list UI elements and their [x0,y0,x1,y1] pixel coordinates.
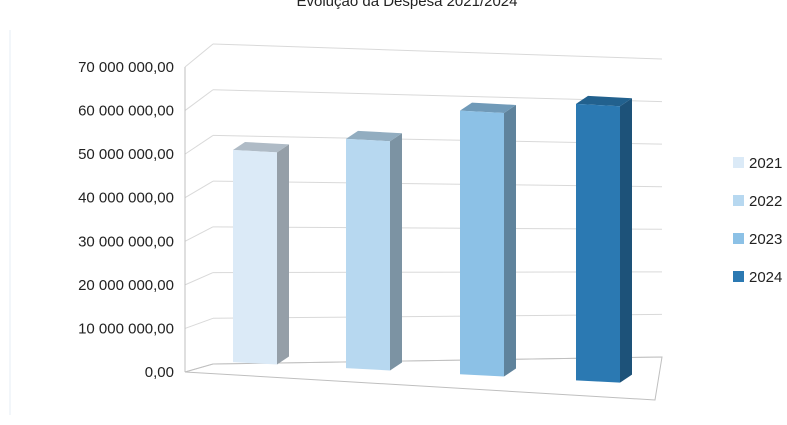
bars [233,95,632,383]
legend-swatch [733,271,744,282]
bar-front [346,138,390,371]
y-tick-label: 40 000 000,00 [78,190,174,207]
bar-top [233,142,289,153]
legend: 2021 2022 2023 2024 [733,155,782,286]
legend-label: 2023 [749,231,782,248]
legend-swatch [733,233,744,244]
side-gridline [184,272,214,286]
y-tick-label: 20 000 000,00 [78,277,174,294]
bar-side [620,98,632,383]
bar-2022 [346,130,402,371]
legend-item-2022: 2022 [733,193,782,210]
bar-top [346,130,402,142]
legend-label: 2024 [749,269,782,286]
bar-front [233,150,277,365]
legend-item-2021: 2021 [733,155,782,172]
bar-2023 [460,102,516,377]
legend-label: 2022 [749,193,782,210]
side-gridline [184,43,214,68]
side-gridline [184,135,214,155]
legend-item-2023: 2023 [733,231,782,248]
y-tick-label: 10 000 000,00 [78,320,174,337]
bar-front [460,110,504,377]
floor-plane [184,356,663,401]
bar-2021 [233,142,289,365]
bar-side [277,144,289,365]
bar-side [504,104,516,377]
bar-front [576,103,620,383]
side-gridline [184,180,214,199]
legend-swatch [733,195,744,206]
gridline [212,43,663,60]
plot-frame [184,67,663,401]
side-gridline [184,317,214,329]
y-tick-label: 60 000 000,00 [78,103,174,120]
side-gridline [184,226,214,242]
bar-top [460,102,516,113]
legend-item-2024: 2024 [733,269,782,286]
y-axis-ticks: 0,00 10 000 000,00 20 000 000,00 30 000 000… [78,59,174,381]
y-tick-label: 30 000 000,00 [78,233,174,250]
bar-top [576,95,632,107]
y-tick-label: 0,00 [145,364,174,381]
chart-title: Evolução da Despesa 2021/2024 [296,0,517,10]
side-gridline [184,89,214,111]
bar-2024 [576,95,632,383]
bar-side [390,133,402,371]
legend-label: 2021 [749,155,782,172]
y-tick-label: 70 000 000,00 [78,59,174,76]
legend-swatch [733,157,744,168]
y-tick-label: 50 000 000,00 [78,146,174,163]
